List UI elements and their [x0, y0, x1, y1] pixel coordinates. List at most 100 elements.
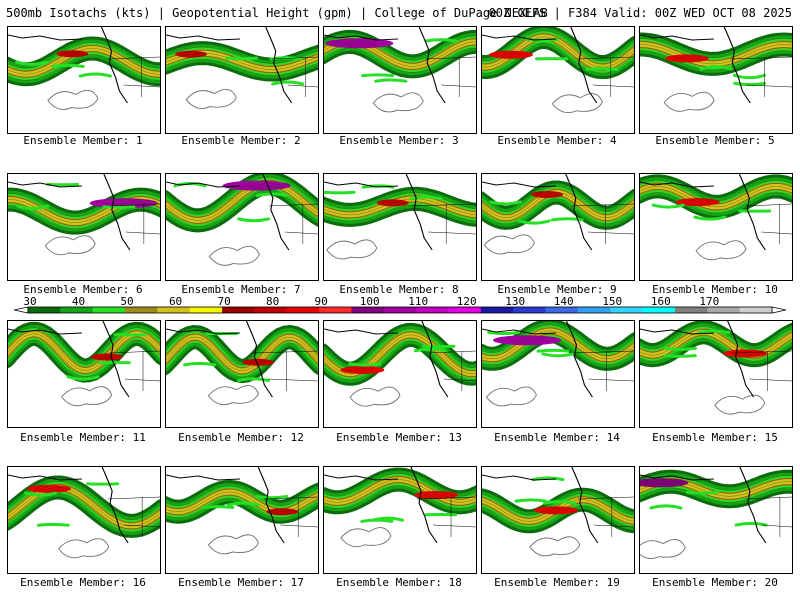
ensemble-panel[interactable]	[7, 320, 161, 428]
ensemble-panel[interactable]	[7, 466, 161, 574]
height-contour	[372, 92, 424, 113]
colorbar-swatch	[189, 307, 223, 313]
wind-streak	[697, 329, 731, 334]
height-contour	[324, 334, 476, 374]
height-contour	[482, 198, 634, 225]
wind-streak	[201, 505, 235, 509]
wind-streak	[361, 73, 395, 78]
coastline	[570, 27, 598, 104]
political-border	[268, 203, 318, 244]
wind-streak	[237, 217, 271, 223]
coastline	[640, 181, 715, 188]
ensemble-member-label: Ensemble Member: 8	[339, 283, 459, 296]
ensemble-panel[interactable]	[323, 26, 477, 134]
colorbar-tick-label: 140	[554, 296, 574, 308]
wind-streak	[255, 495, 289, 500]
height-contour	[8, 493, 160, 533]
isotach-colorbar: 30 40 50 60 70 80 90 100 110 120 130 140 150 160 170	[14, 296, 786, 320]
height-contour	[324, 485, 476, 509]
political-border	[745, 496, 792, 537]
colorbar-swatch	[92, 307, 126, 313]
wind-streak	[531, 476, 565, 482]
ensemble-member-label: Ensemble Member: 2	[181, 134, 301, 147]
ensemble-panel[interactable]	[481, 26, 635, 134]
ensemble-panel[interactable]	[323, 466, 477, 574]
ensemble-panel[interactable]	[481, 466, 635, 574]
wind-streak	[225, 56, 259, 61]
ensemble-panel[interactable]	[639, 466, 793, 574]
coastline	[723, 27, 751, 104]
wind-streak	[51, 63, 85, 68]
wind-streak	[236, 377, 270, 383]
wind-streak	[361, 184, 395, 189]
wind-streak	[699, 65, 733, 71]
wind-streak	[686, 490, 720, 495]
political-border	[107, 56, 160, 97]
coastline	[166, 34, 241, 41]
coastline	[262, 174, 290, 251]
colorbar-swatch	[286, 307, 320, 313]
height-contour	[714, 394, 766, 415]
ensemble-member-label: Ensemble Member: 16	[20, 576, 146, 589]
height-contour	[324, 473, 476, 497]
ensemble-panel[interactable]	[7, 26, 161, 134]
wind-streak	[649, 504, 683, 510]
ensemble-panel[interactable]	[481, 320, 635, 428]
colorbar-swatch	[545, 307, 579, 313]
height-contour	[166, 339, 318, 375]
height-contour	[166, 52, 318, 70]
header: 500mb Isotachs (kts) | Geopotential Heig…	[0, 0, 800, 24]
colorbar-swatch	[610, 307, 643, 313]
ensemble-panel[interactable]	[165, 466, 319, 574]
wind-streak	[693, 215, 727, 221]
ensemble-panel[interactable]	[323, 320, 477, 428]
colorbar-tick-label: 130	[505, 296, 525, 308]
height-contour	[8, 45, 160, 72]
height-contour	[166, 333, 318, 369]
height-contour	[482, 192, 634, 219]
colorbar-swatch	[513, 307, 546, 313]
ensemble-member-label: Ensemble Member: 18	[336, 576, 462, 589]
wind-streak	[36, 523, 70, 527]
height-contour	[324, 331, 476, 371]
coastline	[324, 181, 399, 188]
ensemble-panel[interactable]	[639, 173, 793, 281]
ensemble-member-label: Ensemble Member: 19	[494, 576, 620, 589]
wind-streak	[541, 352, 575, 358]
ensemble-member-label: Ensemble Member: 4	[497, 134, 617, 147]
ensemble-panel[interactable]	[639, 26, 793, 134]
ensemble-panel[interactable]	[165, 320, 319, 428]
political-border	[572, 350, 634, 391]
coastline	[727, 321, 755, 398]
ensemble-member-label: Ensemble Member: 15	[652, 431, 778, 444]
colorbar-swatch	[60, 307, 93, 313]
colorbar-swatch	[577, 307, 611, 313]
coastline	[166, 328, 241, 335]
ensemble-panel[interactable]	[481, 173, 635, 281]
height-contour	[640, 192, 792, 214]
political-border	[109, 350, 160, 391]
wind-streak	[488, 200, 522, 206]
coastline	[640, 328, 715, 335]
political-border	[571, 203, 634, 244]
wind-streak	[360, 518, 394, 523]
ensemble-panel[interactable]	[7, 173, 161, 281]
colorbar-swatch	[351, 307, 385, 313]
height-contour	[185, 88, 237, 109]
colorbar-swatch	[383, 307, 417, 313]
ensemble-panel[interactable]	[323, 173, 477, 281]
coastline	[166, 181, 241, 188]
ensemble-panel[interactable]	[165, 173, 319, 281]
height-contour	[640, 50, 792, 71]
wind-streak	[536, 348, 570, 353]
ensemble-panel[interactable]	[165, 26, 319, 134]
ensemble-panel[interactable]	[639, 320, 793, 428]
height-contour	[640, 338, 792, 362]
coastline	[571, 467, 599, 544]
height-contour	[551, 93, 603, 114]
colorbar-tick-label: 30	[23, 296, 36, 308]
height-contour	[640, 189, 792, 211]
ensemble-member-label: Ensemble Member: 7	[181, 283, 301, 296]
coastline	[421, 321, 449, 398]
wind-streak	[226, 501, 260, 507]
